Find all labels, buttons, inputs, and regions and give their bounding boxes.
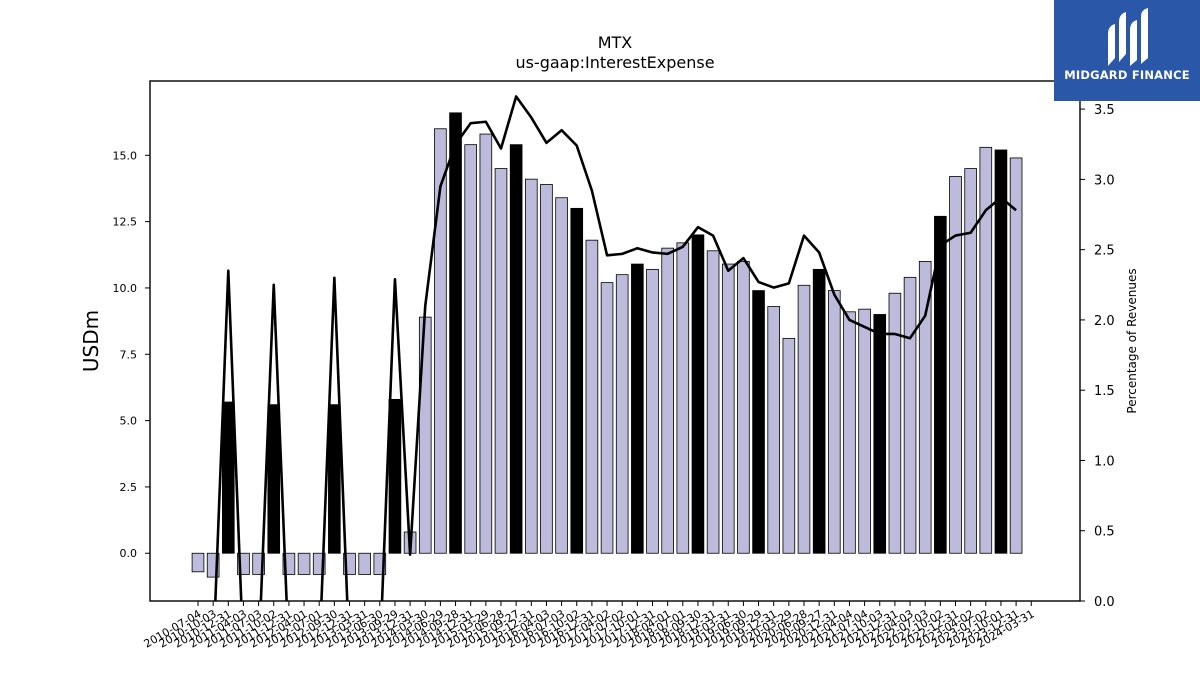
bar-2013-03-31 bbox=[358, 552, 371, 575]
bar-2018-07-01 bbox=[676, 242, 690, 554]
bar-2012-12-31 bbox=[343, 552, 356, 575]
series-line bbox=[214, 95, 1017, 601]
y-axis-label: USDm bbox=[79, 310, 103, 372]
bar-2014-09-28 bbox=[449, 112, 462, 554]
bar-2021-12-31 bbox=[888, 292, 902, 554]
bar-2015-06-28 bbox=[494, 168, 508, 554]
bar-2017-10-01 bbox=[631, 263, 644, 554]
plot-frame bbox=[149, 80, 1081, 602]
y2-tick-label: 3.5 bbox=[1094, 103, 1115, 118]
bar-2011-12-31 bbox=[282, 552, 296, 575]
bar-2010-12-31 bbox=[221, 401, 235, 554]
bar-2022-10-02 bbox=[934, 215, 947, 554]
bar-2016-12-31 bbox=[585, 239, 599, 554]
bar-2021-04-04 bbox=[843, 311, 856, 554]
bar-2023-10-01 bbox=[994, 149, 1008, 554]
y-tick-label: 10.0 bbox=[113, 282, 138, 295]
bars-group bbox=[191, 112, 1023, 578]
bar-2016-07-03 bbox=[555, 197, 568, 554]
y2-tick-label: 3.0 bbox=[1094, 173, 1115, 188]
brand-logo: MIDGARD FINANCE bbox=[1054, 0, 1200, 101]
bar-2011-07-03 bbox=[252, 552, 265, 575]
bar-2022-04-03 bbox=[903, 276, 917, 554]
bar-2023-07-02 bbox=[979, 146, 993, 554]
bar-2021-10-03 bbox=[873, 314, 887, 554]
bar-2017-04-02 bbox=[600, 282, 614, 554]
bar-2014-06-29 bbox=[434, 128, 447, 554]
bar-2023-12-31 bbox=[1009, 157, 1023, 554]
bar-2010-10-03 bbox=[206, 552, 220, 578]
bar-2017-07-02 bbox=[615, 274, 629, 554]
bar-2013-06-30 bbox=[373, 552, 387, 575]
bar-2017-12-31 bbox=[646, 268, 659, 554]
bar-2022-12-31 bbox=[949, 176, 962, 554]
bar-2020-09-27 bbox=[812, 268, 826, 554]
y2-axis-label: Percentage of Revenues bbox=[1125, 268, 1139, 413]
y2-tick-label: 1.5 bbox=[1094, 384, 1115, 399]
y-tick-label: 12.5 bbox=[113, 216, 138, 229]
y2-tick-label: 2.0 bbox=[1094, 314, 1115, 329]
bar-2020-06-28 bbox=[797, 284, 811, 554]
line-layer bbox=[214, 95, 1017, 601]
y-tick-label: 5.0 bbox=[120, 415, 138, 428]
bar-2019-03-31 bbox=[721, 263, 735, 554]
chart-title: MTX bbox=[598, 33, 633, 52]
y2-tick-label: 0.0 bbox=[1094, 595, 1115, 610]
bar-2018-12-31 bbox=[706, 250, 720, 554]
bar-2015-09-27 bbox=[509, 144, 523, 554]
bar-2016-10-02 bbox=[570, 207, 584, 554]
bar-2018-09-30 bbox=[691, 234, 705, 554]
bar-2015-12-31 bbox=[525, 178, 538, 554]
logo-mark-icon bbox=[1108, 8, 1148, 66]
y-tick-label: 7.5 bbox=[120, 348, 138, 361]
y-tick-label: 2.5 bbox=[120, 481, 138, 494]
bar-2011-10-02 bbox=[267, 404, 281, 554]
y-tick-label: 15.0 bbox=[113, 149, 138, 162]
bar-2019-12-31 bbox=[767, 306, 780, 554]
bar-2012-09-30 bbox=[328, 404, 341, 554]
bar-2018-04-01 bbox=[661, 247, 674, 554]
bar-2016-04-03 bbox=[540, 184, 553, 554]
bar-2020-03-29 bbox=[782, 337, 796, 554]
y2-tick-label: 0.5 bbox=[1094, 525, 1115, 540]
bar-2014-12-31 bbox=[464, 144, 477, 554]
bar-2022-07-03 bbox=[918, 261, 932, 554]
y2-tick-label: 2.5 bbox=[1094, 244, 1115, 259]
bar-2012-07-01 bbox=[312, 552, 326, 575]
bar-2012-04-01 bbox=[297, 552, 311, 575]
logo-text: MIDGARD FINANCE bbox=[1064, 68, 1190, 82]
bar-2019-06-30 bbox=[737, 261, 750, 554]
bar-2010-07-04 bbox=[191, 552, 205, 573]
bar-2019-09-29 bbox=[752, 290, 765, 554]
bar-2020-12-31 bbox=[828, 290, 841, 554]
bar-2011-04-03 bbox=[237, 552, 250, 575]
y2-tick-label: 1.0 bbox=[1094, 454, 1115, 469]
chart-subtitle: us-gaap:InterestExpense bbox=[515, 53, 714, 72]
y-tick-label: 0.0 bbox=[120, 547, 138, 560]
bar-2013-09-29 bbox=[388, 398, 402, 554]
bar-2021-07-04 bbox=[858, 308, 871, 554]
bar-2015-03-29 bbox=[479, 133, 493, 554]
bar-2023-04-02 bbox=[964, 168, 977, 554]
